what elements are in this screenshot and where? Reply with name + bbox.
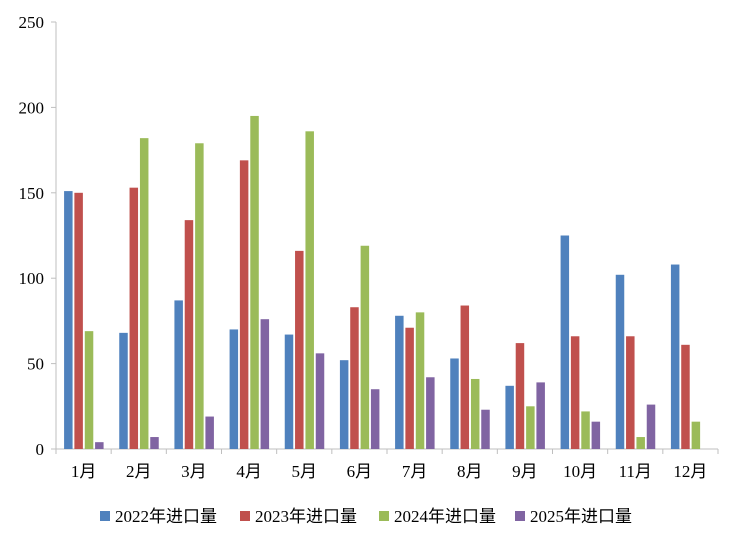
bar-3-1月: [84, 331, 94, 449]
bar-3-8月: [470, 378, 480, 449]
legend-swatch: [240, 511, 250, 521]
legend-swatch: [100, 511, 110, 521]
bar-2-6月: [350, 307, 359, 449]
bar-1-11月: [615, 274, 625, 449]
bar-3-6月: [360, 245, 370, 449]
bar-2-1月: [74, 192, 83, 450]
bar-3-4月: [250, 115, 259, 449]
y-tick-label: 50: [27, 355, 44, 374]
bar-3-2月: [139, 138, 149, 450]
x-tick-label: 2月: [126, 462, 152, 481]
legend: 2022年进口量 2023年进口量 2024年进口量 2025年进口量: [100, 507, 632, 526]
bar-2-9月: [515, 343, 525, 449]
y-tick-label: 0: [36, 440, 45, 459]
bar-3-3月: [195, 143, 204, 449]
bar-3-11月: [636, 437, 645, 449]
bar-1-8月: [450, 358, 459, 449]
y-tick-label: 100: [19, 269, 45, 288]
bar-4-4月: [260, 319, 270, 449]
bar-4-3月: [205, 416, 214, 449]
x-tick-label: 12月: [673, 462, 707, 481]
bars: [64, 115, 701, 450]
y-tick-label: 150: [19, 184, 45, 203]
bar-2-12月: [681, 344, 690, 449]
bar-4-6月: [370, 389, 380, 449]
bar-1-2月: [119, 332, 128, 449]
bar-2-11月: [626, 336, 635, 449]
bar-1-4月: [229, 329, 239, 449]
bar-1-5月: [284, 334, 294, 449]
legend-label: 2022年进口量: [115, 507, 217, 526]
bar-3-9月: [526, 406, 535, 449]
x-tick-label: 7月: [402, 462, 428, 481]
legend-swatch: [379, 511, 389, 521]
axes: [51, 21, 719, 454]
bar-1-1月: [64, 191, 73, 450]
bar-3-12月: [691, 421, 701, 449]
legend-label: 2023年进口量: [255, 507, 357, 526]
x-tick-label: 3月: [181, 462, 207, 481]
bar-3-5月: [305, 131, 314, 449]
x-tick-label: 8月: [457, 462, 483, 481]
x-tick-label: 10月: [563, 462, 597, 481]
bar-4-10月: [591, 421, 601, 449]
bar-4-11月: [646, 404, 656, 449]
bar-2-8月: [460, 305, 470, 449]
x-tick-label: 4月: [236, 462, 262, 481]
bar-4-8月: [481, 409, 490, 449]
legend-swatch: [515, 511, 525, 521]
bar-3-7月: [415, 312, 425, 449]
bar-1-12月: [670, 264, 680, 449]
bar-1-7月: [395, 315, 404, 449]
bar-1-9月: [505, 385, 514, 449]
bar-2-7月: [405, 327, 414, 449]
y-tick-label: 200: [19, 98, 45, 117]
x-tick-label: 5月: [292, 462, 318, 481]
bar-2-3月: [184, 220, 194, 449]
bar-2-2月: [129, 187, 139, 449]
bar-4-1月: [95, 442, 104, 449]
tick-labels: 0 50 100 150 200 250 1月 2月 3月 4月 5月 6月 7月 8月 9月 10月 11月 1…: [19, 13, 708, 481]
bar-1-3月: [174, 300, 183, 449]
bar-4-5月: [315, 353, 325, 449]
x-tick-label: 11月: [619, 462, 652, 481]
bar-1-10月: [560, 235, 570, 449]
y-tick-label: 250: [19, 13, 45, 32]
bar-4-7月: [426, 377, 435, 449]
legend-label: 2024年进口量: [394, 507, 496, 526]
bar-2-4月: [239, 160, 249, 449]
x-tick-label: 9月: [512, 462, 538, 481]
bar-2-5月: [295, 250, 304, 449]
bar-2-10月: [570, 336, 580, 449]
x-tick-label: 1月: [71, 462, 97, 481]
legend-label: 2025年进口量: [530, 507, 632, 526]
bar-1-6月: [339, 360, 349, 449]
bar-4-2月: [150, 437, 159, 449]
bar-4-9月: [536, 382, 545, 449]
x-tick-label: 6月: [347, 462, 373, 481]
bar-3-10月: [581, 411, 590, 449]
